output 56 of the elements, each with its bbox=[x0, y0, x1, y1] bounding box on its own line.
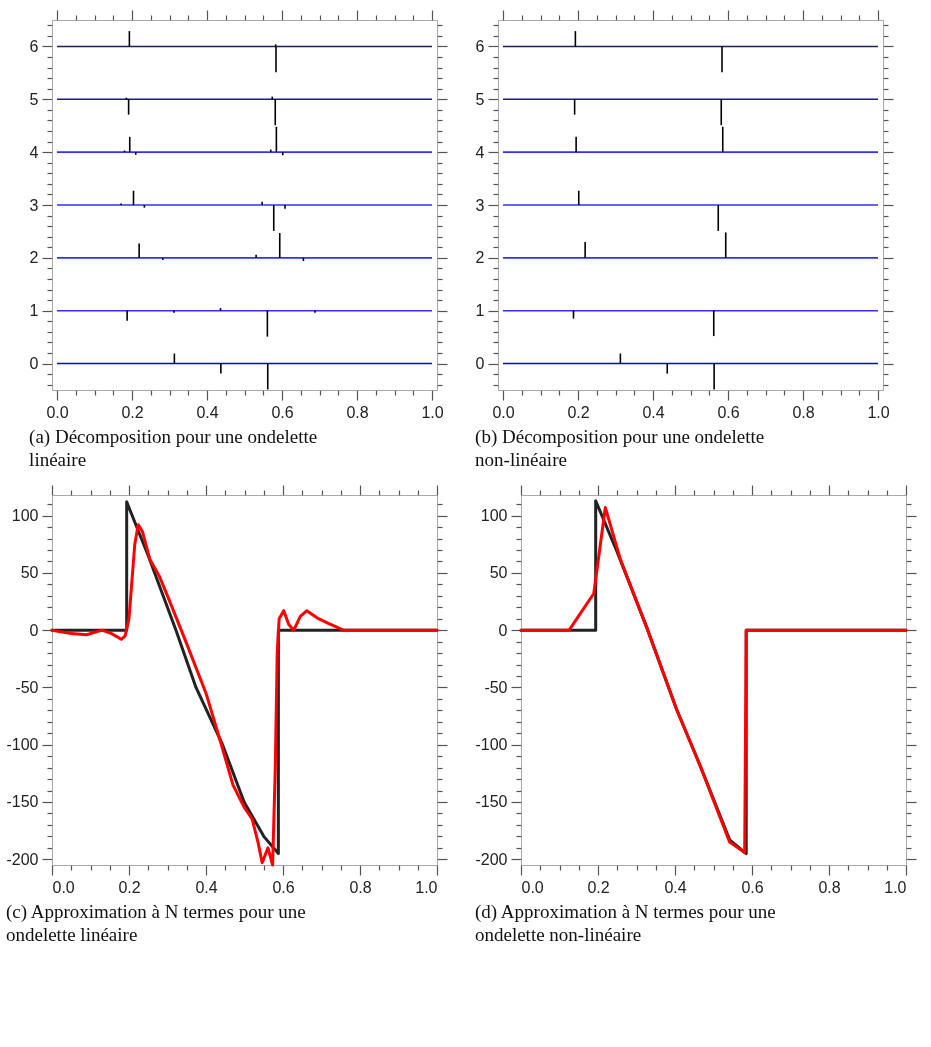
x-tick-label: 0.0 bbox=[46, 403, 69, 421]
y-tick-label: -100 bbox=[6, 736, 39, 754]
x-tick-label: 0.8 bbox=[792, 403, 815, 421]
text: (c) Approximation à N termes pour une ondelette linéaire bbox=[5, 901, 306, 945]
y-tick-label: -200 bbox=[6, 850, 39, 868]
x-tick-label: 0.2 bbox=[118, 878, 141, 896]
y-tick-label: -150 bbox=[475, 793, 508, 811]
y-tick-label: 1 bbox=[475, 302, 485, 320]
y-tick-label: 100 bbox=[480, 507, 508, 525]
text: (b) Décomposition pour une ondelette non-linéaire bbox=[475, 426, 765, 470]
y-tick-label: -50 bbox=[484, 678, 508, 696]
y-tick-label: 5 bbox=[475, 90, 485, 108]
text: (a) Décomposition pour une ondelette linéaire bbox=[29, 426, 318, 470]
y-tick-label: 0 bbox=[498, 621, 508, 639]
x-tick-label: 0.4 bbox=[195, 878, 218, 896]
y-tick-label: 2 bbox=[29, 249, 39, 267]
y-tick-label: 4 bbox=[475, 143, 485, 161]
y-tick-label: 100 bbox=[11, 507, 39, 525]
x-tick-label: 0.6 bbox=[272, 878, 295, 896]
x-tick-label: 0.8 bbox=[349, 878, 372, 896]
y-tick-label: -50 bbox=[15, 678, 39, 696]
x-tick-label: 0.4 bbox=[642, 403, 665, 421]
x-tick-label: 0.4 bbox=[196, 403, 219, 421]
y-tick-label: 0 bbox=[29, 355, 39, 373]
y-tick-label: -200 bbox=[475, 850, 508, 868]
x-tick-label: 0.8 bbox=[346, 403, 369, 421]
x-tick-label: 0.0 bbox=[52, 878, 75, 896]
x-tick-label: 0.2 bbox=[121, 403, 144, 421]
x-tick-label: 0.2 bbox=[587, 878, 610, 896]
y-tick-label: 50 bbox=[20, 564, 39, 582]
text: (d) Approximation à N termes pour une ondelette non-linéaire bbox=[474, 901, 776, 945]
x-tick-label: 1.0 bbox=[884, 878, 907, 896]
x-tick-label: 0.2 bbox=[567, 403, 590, 421]
y-tick-label: 5 bbox=[29, 90, 39, 108]
x-tick-label: 0.0 bbox=[492, 403, 515, 421]
x-tick-label: 1.0 bbox=[415, 878, 438, 896]
x-tick-label: 0.8 bbox=[818, 878, 841, 896]
y-tick-label: 2 bbox=[475, 249, 485, 267]
y-tick-label: 3 bbox=[29, 196, 39, 214]
y-tick-label: -100 bbox=[475, 736, 508, 754]
x-tick-label: 0.6 bbox=[717, 403, 740, 421]
y-tick-label: 1 bbox=[29, 302, 39, 320]
y-tick-label: 50 bbox=[489, 564, 508, 582]
y-tick-label: 3 bbox=[475, 196, 485, 214]
y-tick-label: 4 bbox=[29, 143, 39, 161]
y-tick-label: 6 bbox=[475, 37, 485, 55]
y-tick-label: -150 bbox=[6, 793, 39, 811]
x-tick-label: 0.4 bbox=[664, 878, 687, 896]
y-tick-label: 0 bbox=[29, 621, 39, 639]
y-tick-label: 0 bbox=[475, 355, 485, 373]
x-tick-label: 0.6 bbox=[741, 878, 764, 896]
x-tick-label: 1.0 bbox=[421, 403, 444, 421]
y-tick-label: 6 bbox=[29, 37, 39, 55]
x-tick-label: 0.0 bbox=[521, 878, 544, 896]
x-tick-label: 1.0 bbox=[867, 403, 890, 421]
x-tick-label: 0.6 bbox=[271, 403, 294, 421]
